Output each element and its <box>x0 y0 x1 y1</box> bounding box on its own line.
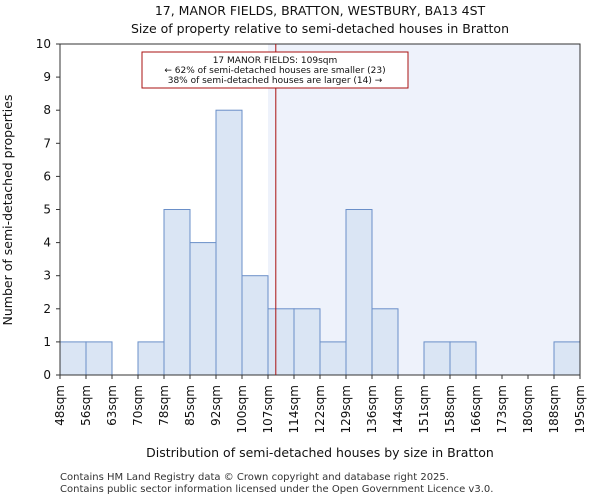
x-tick-label: 100sqm <box>235 385 249 433</box>
x-tick-label: 78sqm <box>157 385 171 426</box>
plot-area-frame <box>59 43 581 376</box>
x-tick-label: 63sqm <box>105 385 119 426</box>
y-tick-label: 10 <box>36 37 51 51</box>
y-tick-label: 9 <box>43 70 51 84</box>
y-tick-label: 4 <box>43 236 51 250</box>
y-tick-label: 1 <box>43 335 51 349</box>
y-tick-label: 6 <box>43 169 51 183</box>
bar-70sqm <box>137 341 165 376</box>
bar-56sqm <box>85 341 113 376</box>
annotation-line-1: 17 MANOR FIELDS: 109sqm <box>213 56 338 66</box>
x-tick-label: 195sqm <box>573 385 587 433</box>
x-tick-label: 129sqm <box>339 385 353 433</box>
x-tick-label: 180sqm <box>521 385 535 433</box>
annotation-line-3: 38% of semi-detached houses are larger (… <box>168 76 383 86</box>
x-tick-label: 48sqm <box>53 385 67 426</box>
x-axis-label: Distribution of semi-detached houses by … <box>146 445 494 460</box>
bar-188sqm <box>553 341 581 376</box>
x-tick-label: 107sqm <box>261 385 275 433</box>
x-tick-label: 70sqm <box>131 385 145 426</box>
footer-line-2: Contains public sector information licen… <box>60 484 493 495</box>
y-tick-label: 8 <box>43 103 51 117</box>
y-tick-label: 5 <box>43 203 51 217</box>
bar-92sqm <box>215 109 243 376</box>
x-tick-label: 122sqm <box>313 385 327 433</box>
bar-151sqm <box>423 341 451 376</box>
x-tick-label: 166sqm <box>469 385 483 433</box>
y-tick-label: 7 <box>43 136 51 150</box>
x-tick-label: 136sqm <box>365 385 379 433</box>
x-tick-label: 85sqm <box>183 385 197 426</box>
bar-78sqm <box>163 209 191 376</box>
x-tick-label: 144sqm <box>391 385 405 433</box>
bar-136sqm <box>371 308 399 376</box>
bar-100sqm <box>241 275 269 376</box>
x-tick-label: 151sqm <box>417 385 431 433</box>
footer-line-1: Contains HM Land Registry data © Crown c… <box>60 472 449 483</box>
x-axis-ticks: 48sqm 56sqm 63sqm 70sqm 78sqm 85sqm 92sqm 100sq… <box>53 375 587 433</box>
chart-title: 17, MANOR FIELDS, BRATTON, WESTBURY, BA1… <box>155 3 486 18</box>
x-tick-label: 173sqm <box>495 385 509 433</box>
x-tick-label: 158sqm <box>443 385 457 433</box>
y-tick-label: 2 <box>43 302 51 316</box>
annotation-box <box>141 51 409 89</box>
x-tick-label: 92sqm <box>209 385 223 426</box>
y-axis-ticks: 0 1 2 3 4 5 6 7 8 9 10 <box>36 37 60 382</box>
y-axis-label: Number of semi-detached properties <box>0 95 15 326</box>
x-tick-label: 56sqm <box>79 385 93 426</box>
x-tick-label: 114sqm <box>287 385 301 433</box>
bar-107sqm <box>267 308 295 376</box>
chart-subtitle: Size of property relative to semi-detach… <box>131 21 509 36</box>
bar-48sqm <box>59 341 87 376</box>
bar-129sqm <box>345 209 373 376</box>
marker-annotation: 17 MANOR FIELDS: 109sqm ← 62% of semi-de… <box>141 51 409 89</box>
y-tick-label: 0 <box>43 368 51 382</box>
bar-158sqm <box>449 341 477 376</box>
x-tick-label: 188sqm <box>547 385 561 433</box>
bars-group <box>59 109 581 376</box>
bar-85sqm <box>189 242 217 376</box>
annotation-line-2: ← 62% of semi-detached houses are smalle… <box>164 66 385 76</box>
y-tick-label: 3 <box>43 269 51 283</box>
bar-114sqm <box>293 308 321 376</box>
bar-122sqm <box>319 341 347 376</box>
